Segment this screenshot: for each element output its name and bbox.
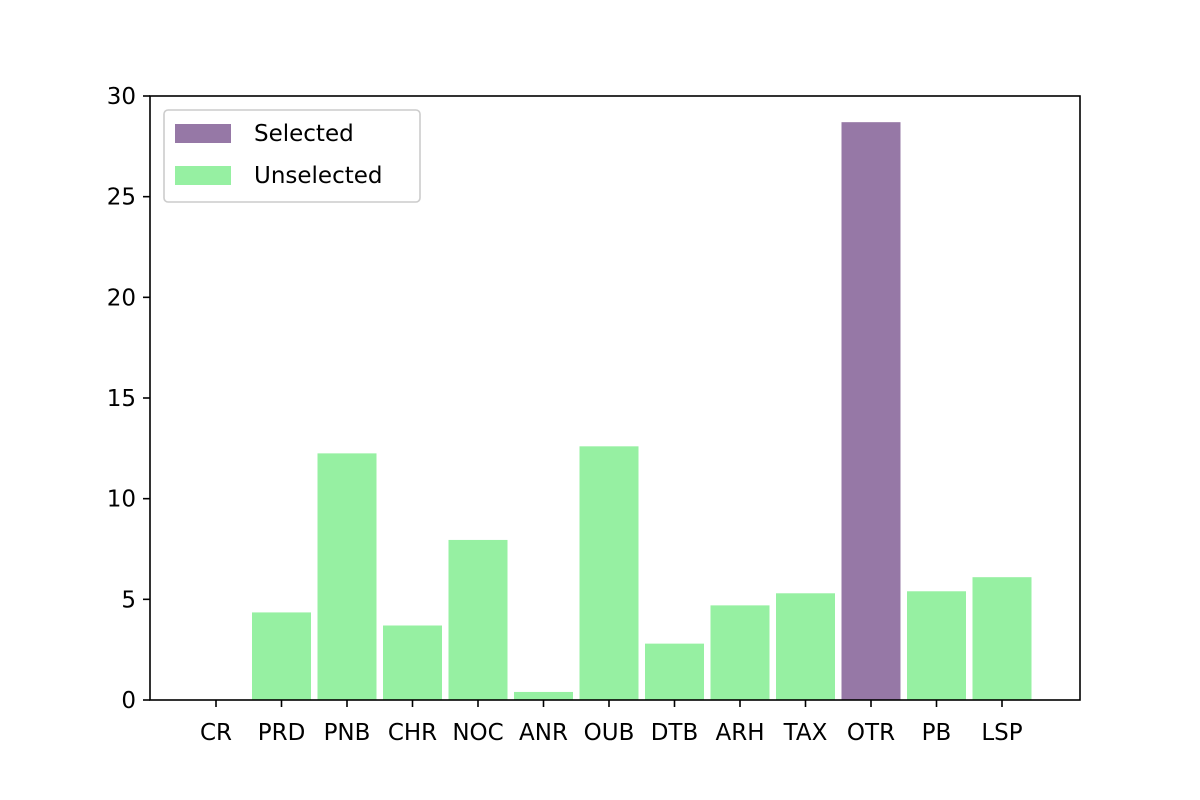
bar-noc	[448, 539, 508, 700]
bar-pnb	[317, 453, 377, 700]
bar-prd	[252, 612, 311, 700]
x-tick-label: CR	[200, 720, 232, 746]
y-tick-label: 25	[107, 185, 136, 211]
legend-swatch-unselected	[175, 166, 231, 185]
bar-pb	[907, 591, 966, 700]
bar-anr	[514, 691, 573, 700]
bar-arh	[710, 605, 770, 700]
bar-dtb	[645, 643, 704, 700]
x-tick-label: PRD	[258, 720, 306, 746]
x-tick-label: PNB	[324, 720, 371, 746]
y-tick-label: 20	[107, 285, 136, 311]
y-axis: 0 5 10 15 20 25 30	[107, 84, 150, 714]
x-tick-label: OUB	[584, 720, 635, 746]
legend-label-selected: Selected	[254, 121, 354, 147]
x-tick-label: LSP	[981, 720, 1022, 746]
plot-frame	[149, 95, 1081, 701]
x-tick-label: NOC	[452, 720, 503, 746]
y-tick-label: 30	[107, 84, 136, 110]
bar-tax	[776, 593, 835, 700]
legend-swatch-selected	[175, 124, 231, 143]
bar-chr	[383, 625, 442, 700]
x-tick-label: DTB	[651, 720, 699, 746]
y-tick-label: 10	[107, 487, 136, 513]
bars-group	[252, 122, 1032, 700]
legend-label-unselected: Unselected	[254, 163, 383, 189]
y-tick-label: 0	[121, 688, 136, 714]
x-tick-label: ARH	[715, 720, 764, 746]
y-tick-label: 15	[107, 386, 136, 412]
x-tick-label: TAX	[783, 720, 828, 746]
x-tick-label: PB	[922, 720, 952, 746]
x-tick-label: OTR	[847, 720, 895, 746]
bar-oub	[579, 446, 639, 700]
bar-otr	[841, 122, 901, 700]
legend: Selected Unselected	[163, 109, 421, 203]
x-tick-label: CHR	[388, 720, 437, 746]
x-axis: CR PRD PNB CHR NOC ANR OUB DTB ARH TAX OTR PB LSP	[200, 700, 1023, 746]
x-tick-label: ANR	[519, 720, 568, 746]
bar-lsp	[972, 577, 1032, 700]
y-tick-label: 5	[121, 587, 136, 613]
